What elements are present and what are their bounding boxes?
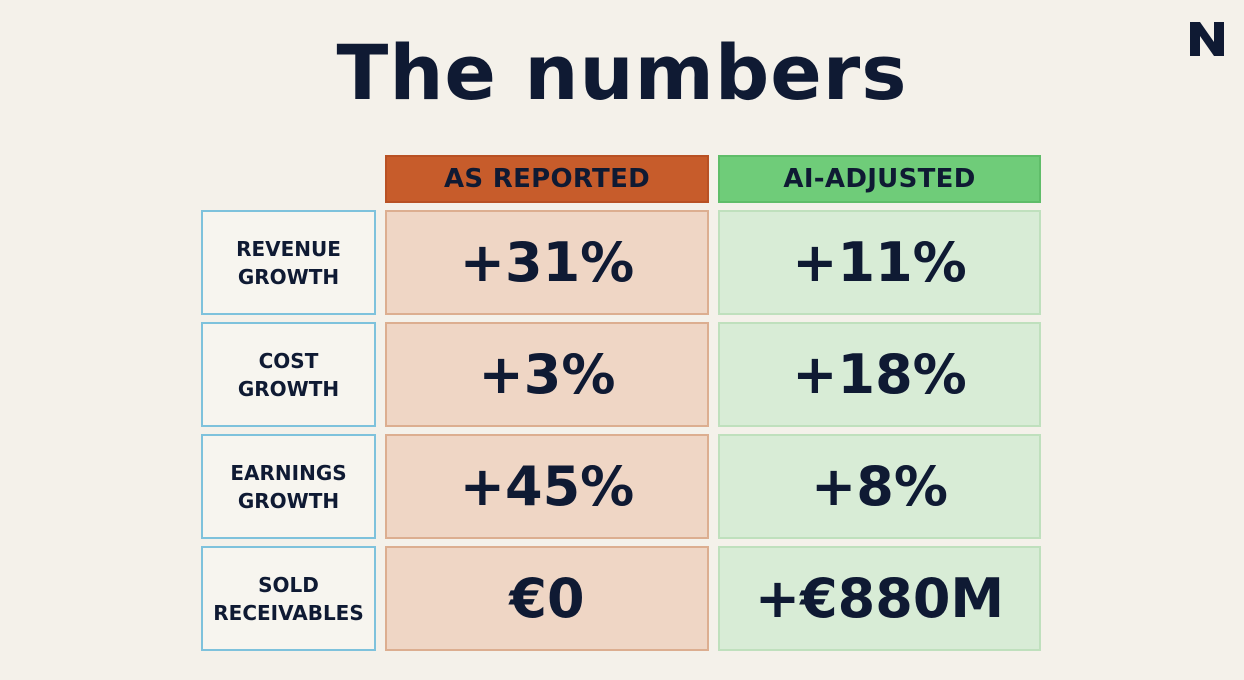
cell-earnings-growth-adjusted: +8% (718, 434, 1041, 539)
cell-earnings-growth-reported: +45% (385, 434, 709, 539)
row-label-revenue-growth: REVENUE GROWTH (201, 210, 376, 315)
cell-sold-receivables-adjusted: +€880M (718, 546, 1041, 651)
cell-sold-receivables-reported: €0 (385, 546, 709, 651)
row-label-line: SOLD (258, 572, 319, 597)
row-label-line: GROWTH (237, 264, 340, 289)
cell-revenue-growth-reported: +31% (385, 210, 709, 315)
row-label-line: GROWTH (237, 376, 340, 401)
row-label-line: REVENUE (236, 236, 341, 261)
slide-title: The numbers (336, 28, 908, 117)
row-label-line: COST (258, 348, 319, 373)
cell-cost-growth-reported: +3% (385, 322, 709, 427)
row-label-line: RECEIVABLES (213, 600, 364, 625)
header-as-reported: AS REPORTED (385, 155, 709, 203)
row-label-line: GROWTH (237, 488, 340, 513)
row-label-sold-receivables: SOLD RECEIVABLES (201, 546, 376, 651)
cell-cost-growth-adjusted: +18% (718, 322, 1041, 427)
n-logo-icon (1190, 22, 1224, 56)
row-label-earnings-growth: EARNINGS GROWTH (201, 434, 376, 539)
header-ai-adjusted: AI-ADJUSTED (718, 155, 1041, 203)
cell-revenue-growth-adjusted: +11% (718, 210, 1041, 315)
row-label-cost-growth: COST GROWTH (201, 322, 376, 427)
row-label-line: EARNINGS (230, 460, 347, 485)
